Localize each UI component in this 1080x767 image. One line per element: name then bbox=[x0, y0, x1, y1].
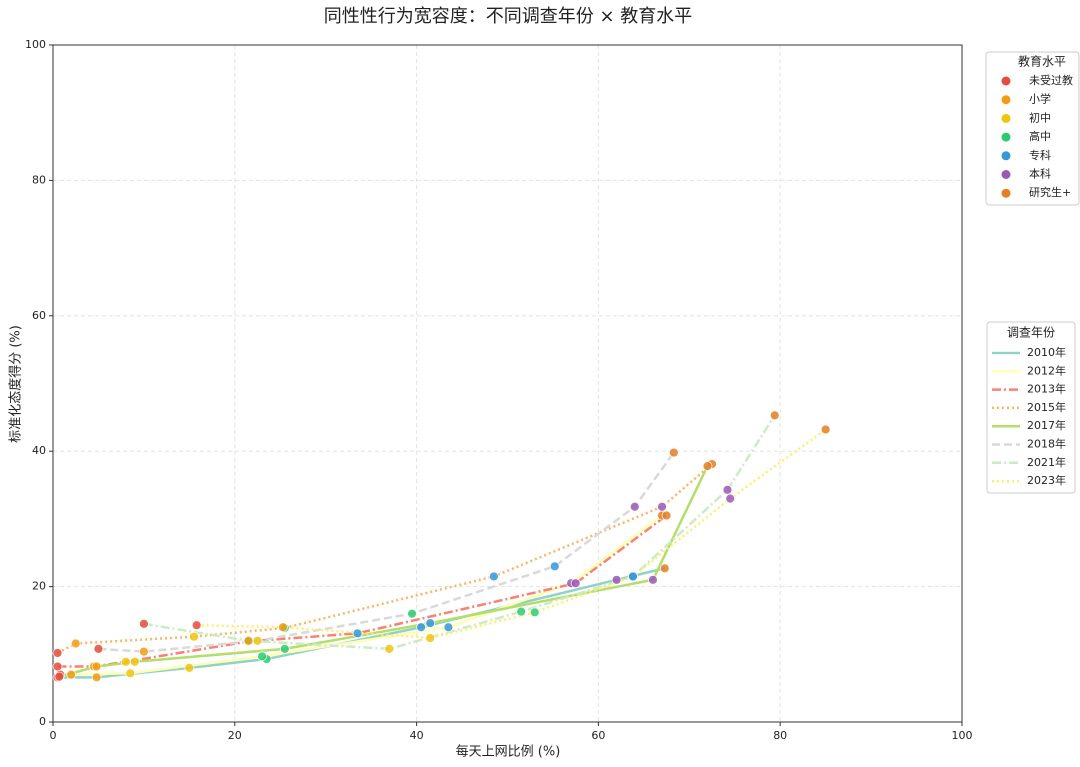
marker-legend-title: 教育水平 bbox=[1018, 54, 1066, 69]
legend-label: 高中 bbox=[1029, 129, 1051, 143]
legend-label: 2018年 bbox=[1027, 437, 1066, 451]
point bbox=[629, 501, 640, 512]
series-line bbox=[56, 463, 713, 655]
legend-label: 2021年 bbox=[1027, 455, 1066, 469]
legend-label: 2015年 bbox=[1027, 400, 1066, 414]
legend-label: 研究生+ bbox=[1029, 185, 1071, 199]
legend-label: 2010年 bbox=[1027, 345, 1066, 359]
point bbox=[70, 638, 81, 649]
legend-marker bbox=[1001, 188, 1011, 198]
point bbox=[516, 606, 527, 617]
point bbox=[125, 668, 136, 679]
point bbox=[820, 424, 831, 435]
point bbox=[257, 651, 267, 662]
y-tick-label: 100 bbox=[25, 38, 46, 51]
point bbox=[138, 646, 149, 657]
legend-marker bbox=[1001, 113, 1011, 123]
point bbox=[184, 662, 195, 673]
y-axis-label: 标准化态度得分 (%) bbox=[8, 325, 24, 443]
point bbox=[661, 510, 672, 521]
legend-label: 初中 bbox=[1029, 110, 1051, 124]
point bbox=[628, 571, 638, 582]
legend-label: 小学 bbox=[1029, 92, 1051, 106]
point bbox=[252, 635, 263, 646]
point bbox=[648, 574, 658, 585]
point bbox=[66, 669, 77, 680]
point bbox=[657, 501, 667, 512]
x-tick-label: 60 bbox=[591, 729, 605, 742]
point bbox=[668, 447, 679, 458]
point bbox=[416, 622, 427, 633]
y-tick-label: 40 bbox=[32, 444, 46, 457]
legend-marker bbox=[1001, 95, 1011, 105]
point bbox=[488, 571, 499, 582]
point bbox=[52, 661, 63, 672]
plot-frame bbox=[52, 44, 963, 723]
point bbox=[91, 661, 102, 672]
x-axis-label: 每天上网比例 (%) bbox=[456, 744, 561, 760]
legend-label: 专科 bbox=[1029, 148, 1051, 162]
point bbox=[549, 561, 560, 572]
line-legend-box bbox=[986, 321, 1076, 494]
point bbox=[725, 493, 736, 504]
series-line bbox=[59, 465, 709, 678]
point bbox=[702, 461, 713, 471]
legend-label: 未受过教 bbox=[1029, 74, 1073, 87]
point bbox=[278, 622, 288, 633]
x-tick-label: 0 bbox=[50, 729, 57, 742]
point bbox=[91, 672, 102, 683]
legend-marker bbox=[1001, 170, 1011, 179]
point bbox=[407, 608, 417, 619]
y-tick-label: 60 bbox=[32, 309, 46, 322]
marker-legend-box bbox=[985, 51, 1080, 206]
chart-title: 同性性行为宽容度：不同调查年份 × 教育水平 bbox=[324, 6, 693, 27]
x-tick-label: 40 bbox=[410, 729, 424, 742]
point bbox=[279, 643, 290, 654]
point bbox=[120, 656, 131, 667]
legend-label: 2012年 bbox=[1027, 363, 1066, 377]
legend-label: 本科 bbox=[1029, 167, 1051, 181]
legend-marker bbox=[1001, 76, 1011, 86]
legend-label: 2023年 bbox=[1027, 473, 1066, 487]
point bbox=[384, 643, 395, 654]
point bbox=[352, 628, 363, 639]
legend-marker bbox=[1001, 151, 1011, 161]
point bbox=[243, 635, 254, 646]
point bbox=[138, 618, 149, 629]
point bbox=[191, 620, 202, 631]
point bbox=[52, 648, 63, 658]
x-tick-label: 20 bbox=[228, 729, 242, 742]
point bbox=[443, 622, 454, 633]
line-legend-title: 调查年份 bbox=[1007, 326, 1055, 340]
legend-label: 2013年 bbox=[1027, 382, 1066, 396]
x-tick-label: 100 bbox=[952, 729, 973, 742]
x-tick-label: 80 bbox=[773, 729, 787, 742]
point bbox=[425, 618, 436, 629]
point bbox=[722, 484, 733, 495]
point bbox=[611, 574, 622, 585]
point bbox=[129, 656, 140, 667]
point bbox=[188, 631, 199, 642]
point bbox=[659, 563, 670, 574]
series-line bbox=[143, 414, 776, 651]
series-line bbox=[98, 451, 675, 653]
point bbox=[54, 671, 65, 682]
legend-marker bbox=[1001, 132, 1011, 142]
point bbox=[570, 578, 581, 589]
legend-label: 2017年 bbox=[1027, 418, 1066, 432]
point bbox=[769, 410, 780, 421]
point bbox=[425, 633, 436, 643]
point bbox=[529, 607, 540, 618]
y-tick-label: 0 bbox=[39, 715, 46, 728]
point bbox=[93, 643, 104, 654]
y-tick-label: 20 bbox=[32, 580, 46, 593]
y-tick-label: 80 bbox=[32, 173, 46, 186]
